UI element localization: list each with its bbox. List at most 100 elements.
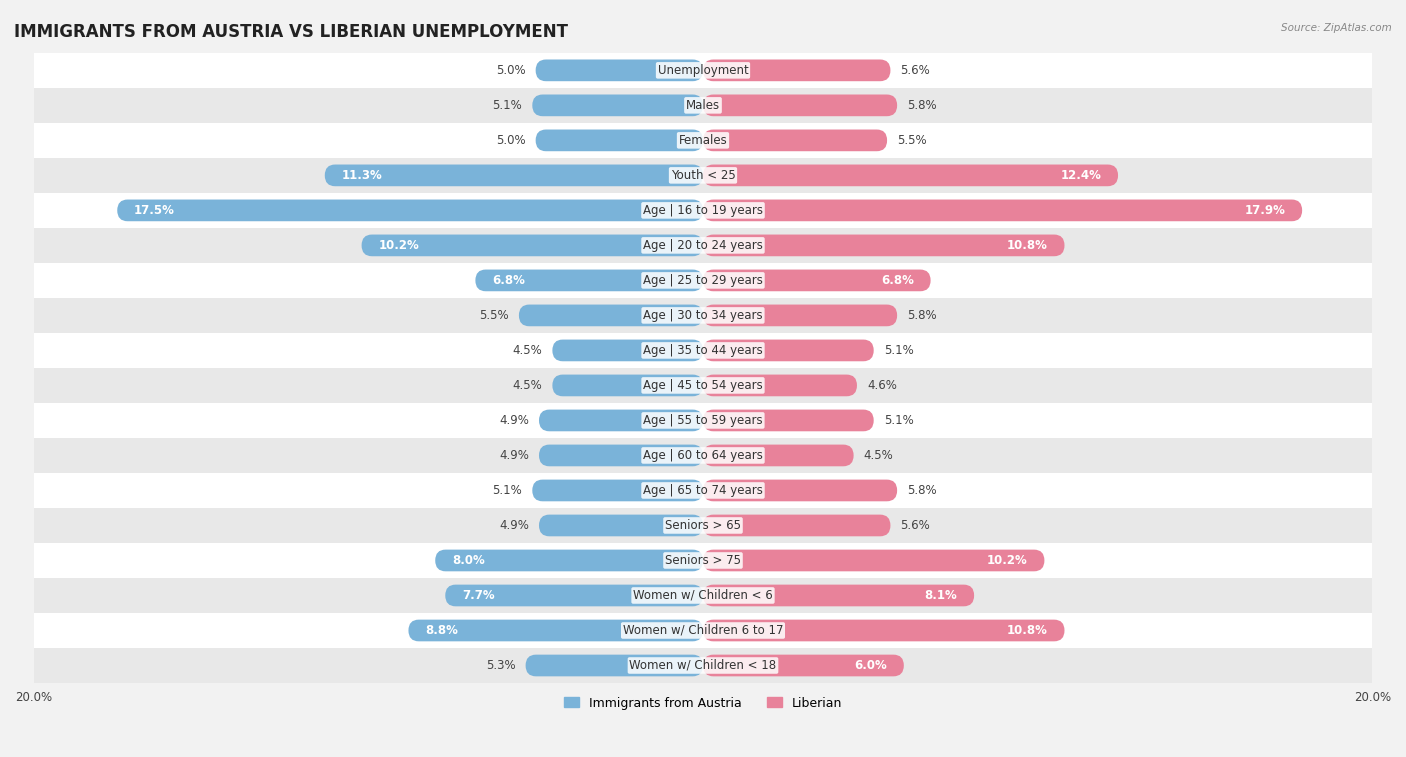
FancyBboxPatch shape: [703, 129, 887, 151]
Text: Age | 60 to 64 years: Age | 60 to 64 years: [643, 449, 763, 462]
FancyBboxPatch shape: [703, 269, 931, 291]
FancyBboxPatch shape: [519, 304, 703, 326]
Text: Age | 16 to 19 years: Age | 16 to 19 years: [643, 204, 763, 217]
Text: Seniors > 65: Seniors > 65: [665, 519, 741, 532]
FancyBboxPatch shape: [553, 375, 703, 396]
Text: 8.8%: 8.8%: [425, 624, 458, 637]
Text: 5.1%: 5.1%: [492, 484, 522, 497]
Text: 6.8%: 6.8%: [882, 274, 914, 287]
FancyBboxPatch shape: [533, 480, 703, 501]
Text: Women w/ Children < 18: Women w/ Children < 18: [630, 659, 776, 672]
FancyBboxPatch shape: [703, 375, 858, 396]
Text: Women w/ Children < 6: Women w/ Children < 6: [633, 589, 773, 602]
Text: Age | 45 to 54 years: Age | 45 to 54 years: [643, 379, 763, 392]
FancyBboxPatch shape: [703, 444, 853, 466]
Text: Women w/ Children 6 to 17: Women w/ Children 6 to 17: [623, 624, 783, 637]
Text: 4.9%: 4.9%: [499, 449, 529, 462]
Text: 5.0%: 5.0%: [496, 64, 526, 77]
Text: 8.0%: 8.0%: [451, 554, 485, 567]
Bar: [34, 543, 1372, 578]
Bar: [34, 158, 1372, 193]
Text: Age | 30 to 34 years: Age | 30 to 34 years: [643, 309, 763, 322]
Text: Unemployment: Unemployment: [658, 64, 748, 77]
FancyBboxPatch shape: [703, 584, 974, 606]
Text: 10.8%: 10.8%: [1007, 239, 1047, 252]
Text: 5.8%: 5.8%: [907, 484, 936, 497]
FancyBboxPatch shape: [703, 515, 890, 536]
Text: Age | 55 to 59 years: Age | 55 to 59 years: [643, 414, 763, 427]
FancyBboxPatch shape: [703, 410, 873, 431]
Bar: [34, 228, 1372, 263]
FancyBboxPatch shape: [475, 269, 703, 291]
Text: 4.5%: 4.5%: [863, 449, 893, 462]
FancyBboxPatch shape: [703, 550, 1045, 572]
Text: Youth < 25: Youth < 25: [671, 169, 735, 182]
FancyBboxPatch shape: [117, 200, 703, 221]
Bar: [34, 403, 1372, 438]
Text: 5.1%: 5.1%: [884, 344, 914, 357]
Bar: [34, 53, 1372, 88]
Text: 4.5%: 4.5%: [513, 379, 543, 392]
Text: 5.6%: 5.6%: [900, 519, 931, 532]
FancyBboxPatch shape: [533, 95, 703, 117]
Text: 10.2%: 10.2%: [378, 239, 419, 252]
FancyBboxPatch shape: [446, 584, 703, 606]
Text: Age | 25 to 29 years: Age | 25 to 29 years: [643, 274, 763, 287]
FancyBboxPatch shape: [553, 340, 703, 361]
Text: 5.3%: 5.3%: [486, 659, 516, 672]
Text: 12.4%: 12.4%: [1060, 169, 1101, 182]
Bar: [34, 263, 1372, 298]
FancyBboxPatch shape: [703, 164, 1118, 186]
Text: 5.1%: 5.1%: [884, 414, 914, 427]
Text: IMMIGRANTS FROM AUSTRIA VS LIBERIAN UNEMPLOYMENT: IMMIGRANTS FROM AUSTRIA VS LIBERIAN UNEM…: [14, 23, 568, 41]
Bar: [34, 123, 1372, 158]
Bar: [34, 438, 1372, 473]
FancyBboxPatch shape: [538, 444, 703, 466]
Text: Age | 20 to 24 years: Age | 20 to 24 years: [643, 239, 763, 252]
FancyBboxPatch shape: [538, 410, 703, 431]
Bar: [34, 613, 1372, 648]
FancyBboxPatch shape: [409, 620, 703, 641]
FancyBboxPatch shape: [361, 235, 703, 257]
Bar: [34, 298, 1372, 333]
Bar: [34, 648, 1372, 683]
FancyBboxPatch shape: [703, 340, 873, 361]
FancyBboxPatch shape: [703, 235, 1064, 257]
FancyBboxPatch shape: [436, 550, 703, 572]
Text: 6.8%: 6.8%: [492, 274, 524, 287]
FancyBboxPatch shape: [703, 655, 904, 676]
Text: Age | 35 to 44 years: Age | 35 to 44 years: [643, 344, 763, 357]
FancyBboxPatch shape: [538, 515, 703, 536]
FancyBboxPatch shape: [536, 60, 703, 81]
FancyBboxPatch shape: [703, 304, 897, 326]
Bar: [34, 193, 1372, 228]
Text: 5.5%: 5.5%: [479, 309, 509, 322]
FancyBboxPatch shape: [325, 164, 703, 186]
FancyBboxPatch shape: [703, 95, 897, 117]
Text: 4.6%: 4.6%: [868, 379, 897, 392]
Text: 17.5%: 17.5%: [134, 204, 174, 217]
Text: Age | 65 to 74 years: Age | 65 to 74 years: [643, 484, 763, 497]
Text: 5.6%: 5.6%: [900, 64, 931, 77]
Text: Females: Females: [679, 134, 727, 147]
Text: 5.5%: 5.5%: [897, 134, 927, 147]
Text: 8.1%: 8.1%: [925, 589, 957, 602]
Text: 5.8%: 5.8%: [907, 309, 936, 322]
Text: Seniors > 75: Seniors > 75: [665, 554, 741, 567]
FancyBboxPatch shape: [703, 480, 897, 501]
Text: 10.8%: 10.8%: [1007, 624, 1047, 637]
Text: 11.3%: 11.3%: [342, 169, 382, 182]
Bar: [34, 508, 1372, 543]
Bar: [34, 578, 1372, 613]
Text: 10.2%: 10.2%: [987, 554, 1028, 567]
Text: 5.0%: 5.0%: [496, 134, 526, 147]
Bar: [34, 88, 1372, 123]
Text: 5.1%: 5.1%: [492, 99, 522, 112]
Text: Males: Males: [686, 99, 720, 112]
Text: 5.8%: 5.8%: [907, 99, 936, 112]
Text: 4.5%: 4.5%: [513, 344, 543, 357]
FancyBboxPatch shape: [703, 620, 1064, 641]
FancyBboxPatch shape: [526, 655, 703, 676]
Legend: Immigrants from Austria, Liberian: Immigrants from Austria, Liberian: [560, 692, 846, 715]
Text: 7.7%: 7.7%: [463, 589, 495, 602]
